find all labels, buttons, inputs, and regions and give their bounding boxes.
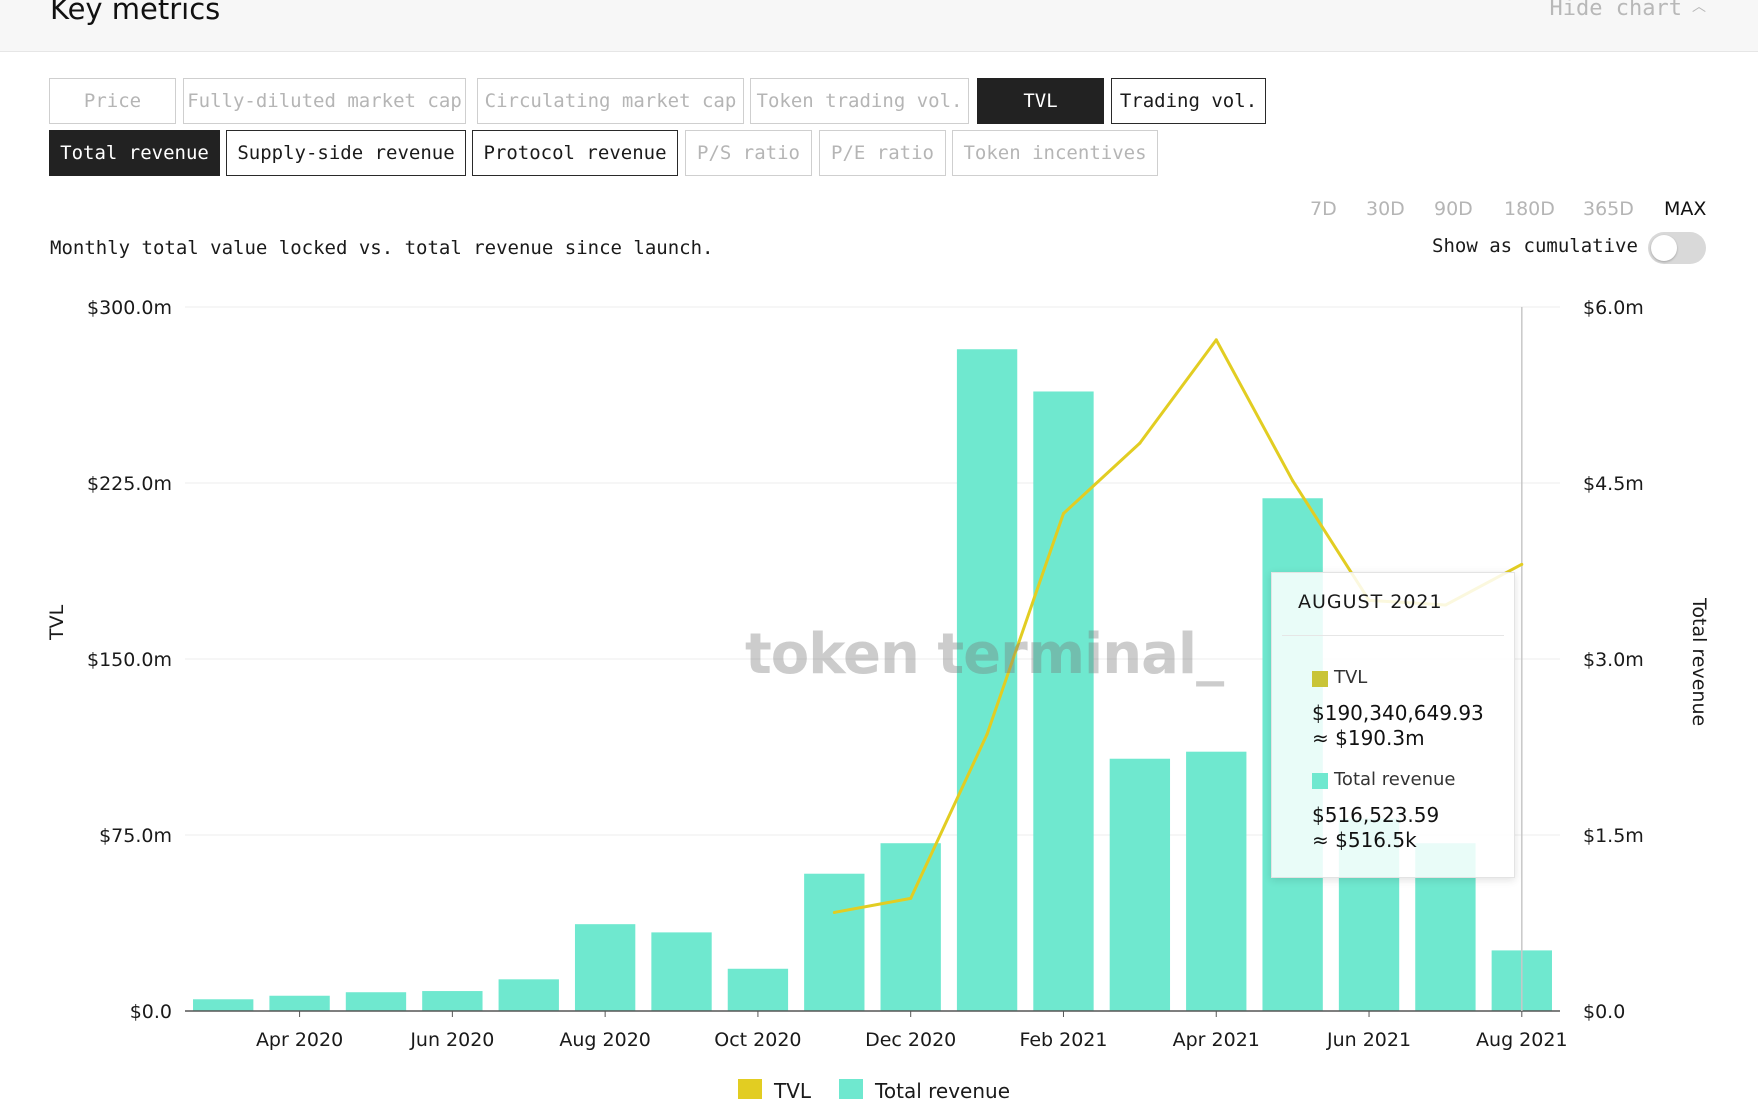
tab-tvl[interactable]: TVL [977,78,1104,124]
tab-total-revenue[interactable]: Total revenue [49,130,220,176]
tooltip-tvl-label: TVL [1334,667,1368,688]
cumulative-toggle[interactable] [1648,232,1706,264]
range-90d[interactable]: 90D [1434,198,1473,220]
tab-protocol-revenue[interactable]: Protocol revenue [472,130,678,176]
x-tick-label: Aug 2020 [559,1029,651,1051]
bar [498,979,559,1011]
y-axis-right-title: Total revenue [1688,598,1710,727]
y-tick-label-right: $3.0m [1583,649,1644,671]
bar [193,999,254,1011]
page-title: Key metrics [50,0,221,26]
tvl-point [1520,562,1524,566]
bar [1186,751,1247,1011]
tooltip-divider [1282,635,1504,636]
range-365d[interactable]: 365D [1583,198,1634,220]
tab-pe-ratio[interactable]: P/E ratio [819,130,946,176]
tooltip-tvl-exact: $190,340,649.93 [1312,701,1484,725]
bar [804,873,865,1011]
range-max[interactable]: MAX [1664,198,1707,220]
x-tick-label: Jun 2020 [409,1029,494,1051]
range-30d[interactable]: 30D [1366,198,1405,220]
tooltip-title: AUGUST 2021 [1298,591,1443,613]
tab-ps-ratio[interactable]: P/S ratio [685,130,812,176]
y-tick-label-right: $4.5m [1583,473,1644,495]
tab-circulating-market-cap[interactable]: Circulating market cap [477,78,744,124]
chart-tooltip: AUGUST 2021 TVL $190,340,649.93 ≈ $190.3… [1271,572,1515,878]
tvl-point [1138,441,1142,445]
tab-token-trading-vol[interactable]: Token trading vol. [750,78,969,124]
y-tick-label-left: $300.0m [87,297,172,319]
bar [422,991,483,1011]
legend-swatch-total-revenue [839,1079,864,1099]
section-header: Key metrics Hide chart ︿ [0,0,1758,52]
bar [651,932,712,1011]
legend-label-tvl: TVL [774,1079,812,1099]
y-tick-label-right: $6.0m [1583,297,1644,319]
tvl-point [985,732,989,736]
x-tick-label: Apr 2020 [256,1029,343,1051]
cumulative-label: Show as cumulative [1432,235,1638,257]
tooltip-revenue-approx: ≈ $516.5k [1312,828,1417,852]
y-tick-label-left: $225.0m [87,473,172,495]
bar [574,924,636,1011]
legend-swatch-tvl [738,1079,762,1099]
x-tick-label: Feb 2021 [1019,1029,1107,1051]
range-180d[interactable]: 180D [1504,198,1555,220]
bar [727,968,789,1011]
y-tick-label-right: $0.0 [1583,1001,1625,1023]
bar [1109,758,1171,1011]
tvl-point [1291,479,1295,483]
tvl-point [832,910,836,914]
tab-fully-diluted-market-cap[interactable]: Fully-diluted market cap [183,78,466,124]
watermark-logo: token terminal_ [745,622,1224,687]
y-axis-left-title: TVL [46,604,68,640]
tab-price[interactable]: Price [49,78,176,124]
toggle-knob [1651,235,1677,261]
tooltip-revenue-swatch [1312,773,1328,789]
x-tick-label: Apr 2021 [1173,1029,1260,1051]
hide-chart-label: Hide chart [1549,0,1682,21]
x-tick-label: Jun 2021 [1326,1029,1411,1051]
y-tick-label-left: $0.0 [130,1001,172,1023]
chart-legend: TVL Total revenue [738,1079,1038,1099]
legend-item-total-revenue[interactable]: Total revenue [839,1079,1010,1099]
tooltip-revenue-label: Total revenue [1334,769,1456,790]
tooltip-tvl-swatch [1312,671,1328,687]
chart-subtitle: Monthly total value locked vs. total rev… [50,237,714,259]
tab-supply-side-revenue[interactable]: Supply-side revenue [226,130,466,176]
tab-trading-vol[interactable]: Trading vol. [1111,78,1266,124]
range-7d[interactable]: 7D [1310,198,1337,220]
tvl-point [909,896,913,900]
legend-label-total-revenue: Total revenue [875,1079,1010,1099]
tab-token-incentives[interactable]: Token incentives [952,130,1158,176]
chevron-up-icon: ︿ [1692,0,1706,15]
x-tick-label: Oct 2020 [714,1029,801,1051]
x-tick-label: Dec 2020 [865,1029,956,1051]
bar [1033,391,1094,1012]
y-tick-label-left: $150.0m [87,649,172,671]
bar [345,992,407,1011]
y-tick-label-left: $75.0m [99,825,172,847]
x-tick-label: Aug 2021 [1476,1029,1568,1051]
bar [269,995,330,1011]
tooltip-tvl-approx: ≈ $190.3m [1312,726,1425,750]
legend-item-tvl[interactable]: TVL [738,1079,811,1099]
tvl-point [1214,338,1218,342]
hide-chart-button[interactable]: Hide chart ︿ [1550,0,1706,21]
tvl-point [1061,512,1065,516]
bar [880,843,941,1011]
y-tick-label-right: $1.5m [1583,825,1644,847]
tooltip-revenue-exact: $516,523.59 [1312,803,1440,827]
